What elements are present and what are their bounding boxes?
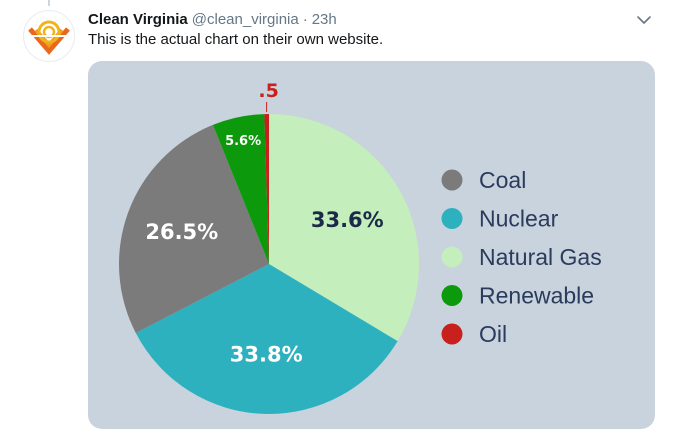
timestamp[interactable]: 23h (311, 10, 337, 28)
legend-swatch-oil (441, 323, 463, 345)
user-handle[interactable]: @clean_virginia (191, 10, 299, 28)
pie-slice-oil (264, 113, 269, 265)
pie-slice-natural-gas (269, 114, 420, 342)
value-label-oil: .5 (258, 80, 278, 102)
tweet-media-chart[interactable]: 33.6% 33.8% 26.5% 5.6% .5 Coal Nuclear Natural … (88, 61, 655, 429)
value-label-coal: 26.5% (145, 220, 218, 244)
legend-label-renewable: Renewable (479, 283, 594, 309)
legend-swatch-coal (441, 169, 463, 191)
legend-label-oil: Oil (479, 321, 507, 347)
tweet-header: Clean Virginia @clean_virginia · 23h (88, 8, 634, 30)
legend-swatch-nuclear (441, 208, 463, 229)
chevron-down-icon (637, 16, 651, 24)
clean-virginia-logo-icon (28, 20, 70, 55)
pie-chart: 33.6% 33.8% 26.5% 5.6% .5 Coal Nuclear Natural … (118, 80, 602, 415)
display-name[interactable]: Clean Virginia (88, 10, 188, 28)
legend-swatch-natural-gas (441, 246, 463, 268)
value-label-nuclear: 33.8% (230, 342, 303, 366)
pie-slice-coal (118, 124, 270, 333)
thread-connector (48, 0, 50, 6)
legend-label-natural-gas: Natural Gas (479, 244, 602, 270)
legend-label-coal: Coal (479, 167, 526, 193)
separator: · (302, 10, 308, 28)
value-label-renewable: 5.6% (225, 134, 261, 149)
legend-swatch-renewable (441, 285, 463, 306)
legend-label-nuclear: Nuclear (479, 206, 559, 232)
value-label-natural-gas: 33.6% (311, 208, 384, 232)
tweet-text: This is the actual chart on their own we… (88, 31, 384, 48)
pie-slice-renewable (212, 114, 269, 264)
pie-slice-nuclear (135, 264, 398, 415)
avatar[interactable] (23, 10, 75, 62)
tweet-menu-button[interactable] (634, 10, 654, 30)
